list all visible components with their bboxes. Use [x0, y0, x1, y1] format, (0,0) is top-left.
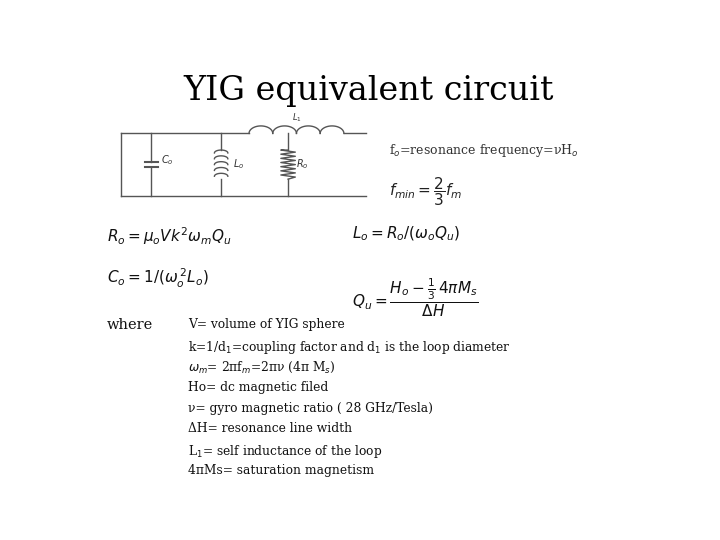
Text: where: where	[107, 319, 153, 333]
Text: Ho= dc magnetic filed: Ho= dc magnetic filed	[188, 381, 328, 394]
Text: $R_o = \mu_o Vk^2\omega_m Q_u$: $R_o = \mu_o Vk^2\omega_m Q_u$	[107, 225, 231, 247]
Text: $f_{min} = \dfrac{2}{3} f_m$: $f_{min} = \dfrac{2}{3} f_m$	[389, 175, 462, 208]
Text: ν= gyro magnetic ratio ( 28 GHz/Tesla): ν= gyro magnetic ratio ( 28 GHz/Tesla)	[188, 402, 433, 415]
Text: $R_o$: $R_o$	[297, 158, 309, 172]
Text: k=1/d$_1$=coupling factor and d$_1$ is the loop diameter: k=1/d$_1$=coupling factor and d$_1$ is t…	[188, 339, 510, 356]
Text: YIG equivalent circuit: YIG equivalent circuit	[184, 75, 554, 107]
Text: $C_o$: $C_o$	[161, 153, 174, 167]
Text: $L_1$: $L_1$	[292, 112, 302, 124]
Text: f$_o$=resonance frequency=νH$_o$: f$_o$=resonance frequency=νH$_o$	[389, 141, 578, 159]
Text: V= volume of YIG sphere: V= volume of YIG sphere	[188, 319, 344, 332]
Text: 4πMs= saturation magnetism: 4πMs= saturation magnetism	[188, 464, 374, 477]
Text: $C_o = 1/(\omega_o^{\,2} L_o)$: $C_o = 1/(\omega_o^{\,2} L_o)$	[107, 266, 208, 289]
Text: $\omega_m$= 2πf$_m$=2πν (4π M$_s$): $\omega_m$= 2πf$_m$=2πν (4π M$_s$)	[188, 360, 336, 375]
Text: L$_1$= self inductance of the loop: L$_1$= self inductance of the loop	[188, 443, 382, 460]
Text: ΔH= resonance line width: ΔH= resonance line width	[188, 422, 352, 435]
Text: $L_o = R_o/(\omega_o Q_u)$: $L_o = R_o/(\omega_o Q_u)$	[352, 225, 461, 244]
Text: $L_o$: $L_o$	[233, 158, 245, 172]
Text: $Q_u = \dfrac{H_o - \frac{1}{3}\,4\pi M_s}{\Delta H}$: $Q_u = \dfrac{H_o - \frac{1}{3}\,4\pi M_…	[352, 277, 479, 319]
